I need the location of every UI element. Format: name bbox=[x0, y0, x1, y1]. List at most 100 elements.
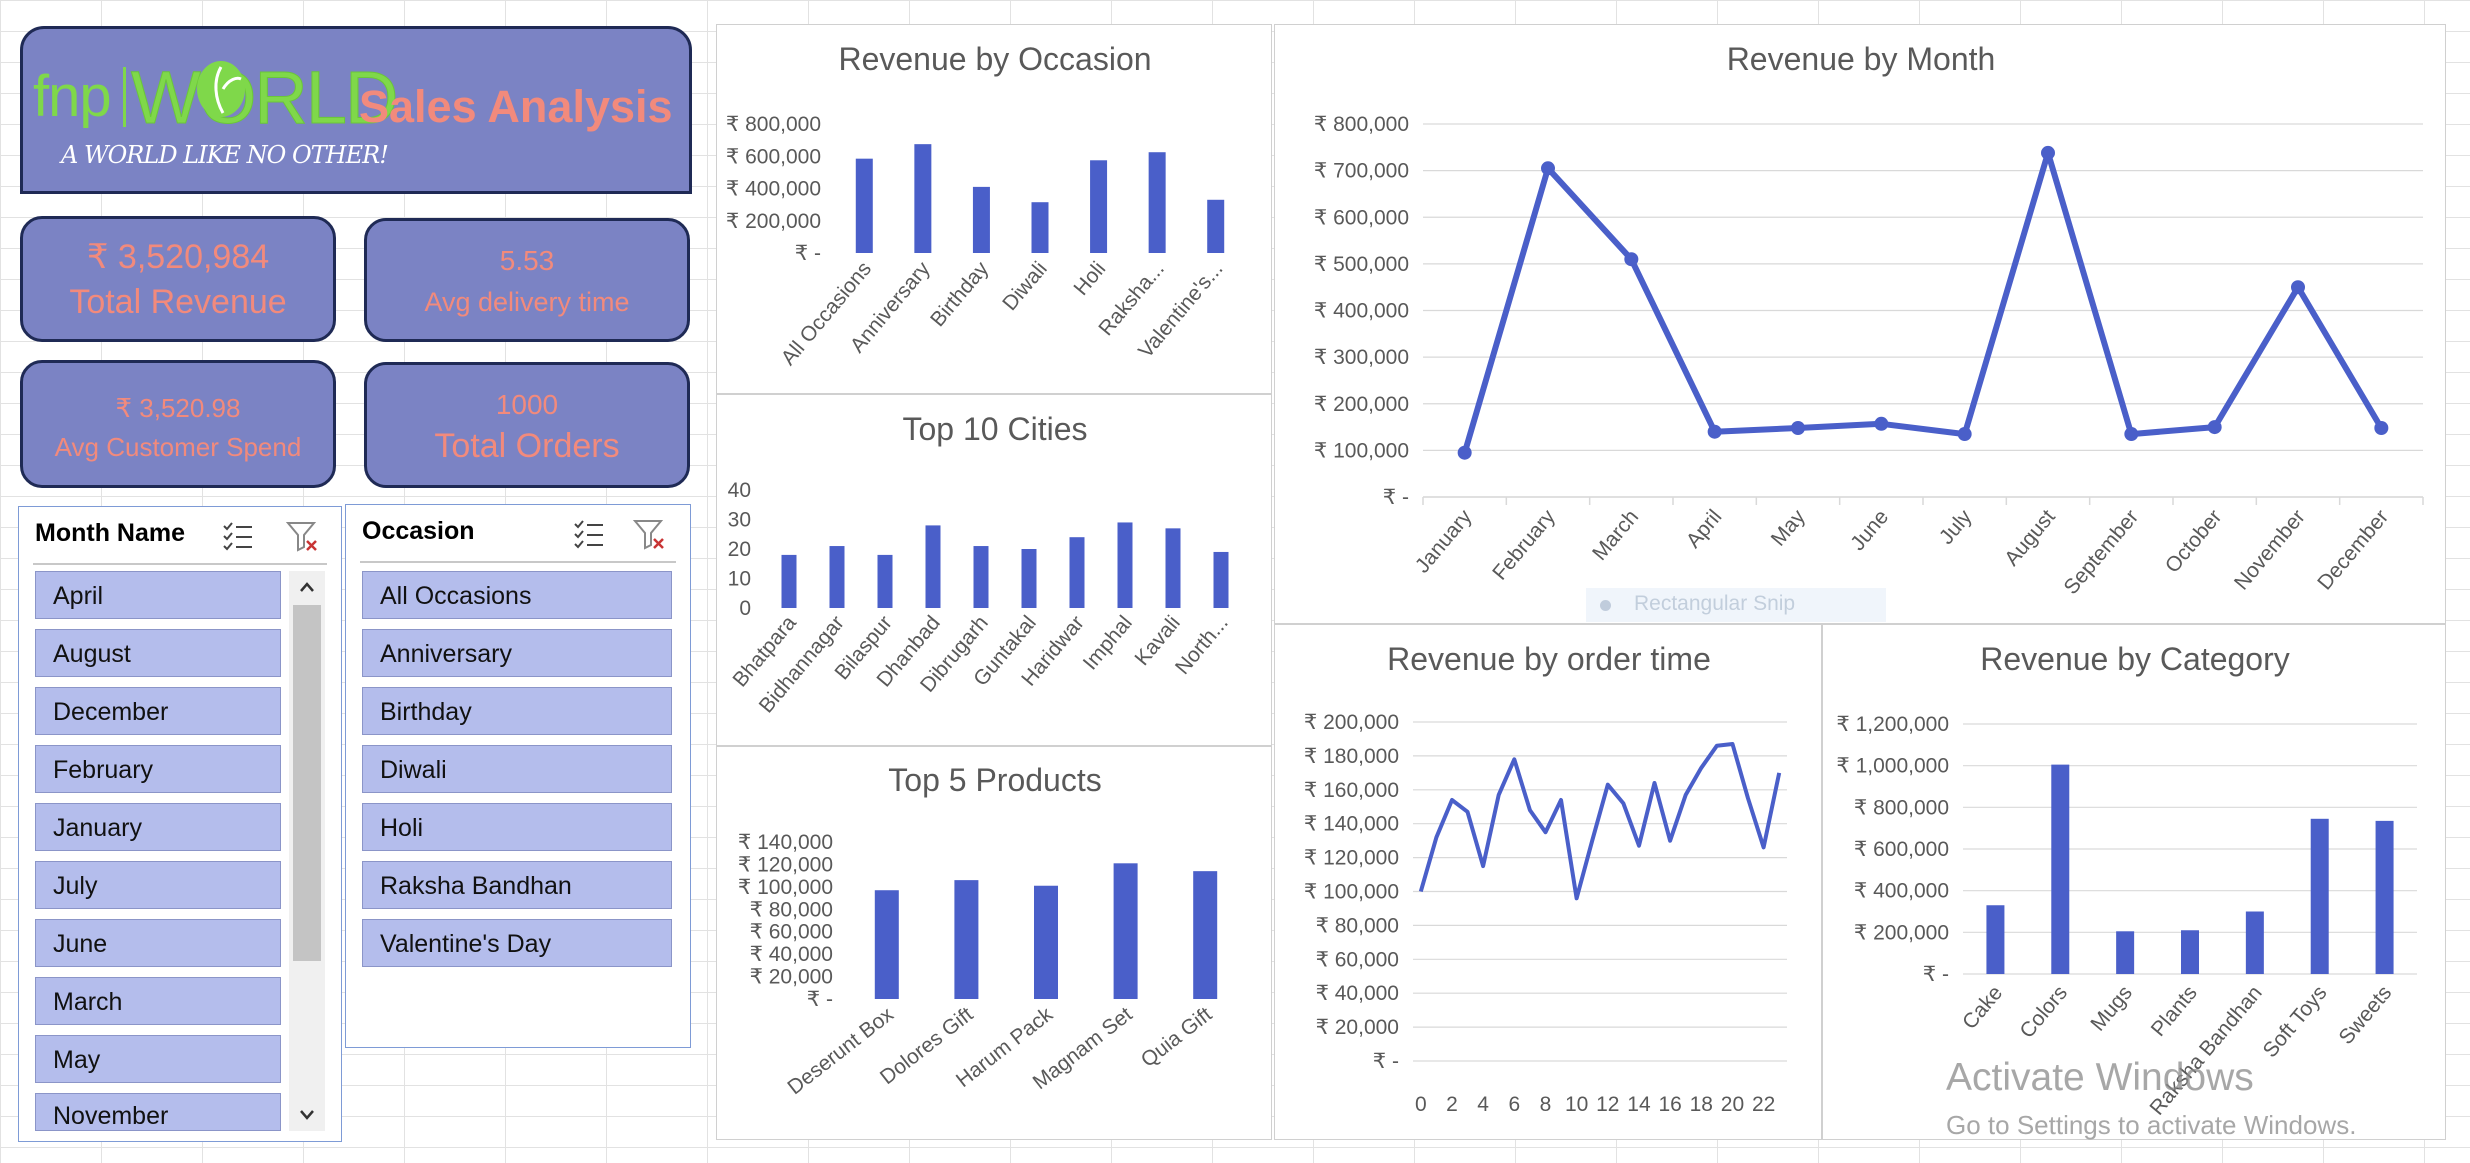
clear-filter-icon[interactable] bbox=[285, 519, 319, 553]
y-tick-label: ₹ 800,000 bbox=[726, 113, 821, 136]
y-tick-label: 40 bbox=[728, 479, 751, 502]
x-tick-label: Quia Gift bbox=[1137, 1003, 1217, 1072]
y-tick-label: ₹ - bbox=[1383, 486, 1409, 509]
slicer-item-raksha-bandhan[interactable]: Raksha Bandhan bbox=[362, 861, 672, 909]
kpi-avg-delivery-label: Avg delivery time bbox=[424, 287, 630, 317]
y-tick-label: ₹ 60,000 bbox=[1316, 948, 1399, 971]
x-tick-label: Imphal bbox=[1079, 611, 1137, 674]
x-tick-label: January bbox=[1411, 505, 1477, 577]
bar bbox=[781, 554, 797, 608]
chart-revenue-by-month[interactable]: Revenue by Month ₹ - ₹ 100,000 ₹ 200,000 ₹ 3… bbox=[1274, 24, 2446, 624]
chart-title: Revenue by Category bbox=[1980, 641, 2290, 677]
x-tick-label: Cake bbox=[1958, 981, 2007, 1033]
bar bbox=[2181, 930, 2199, 974]
slicer-item-march[interactable]: March bbox=[35, 977, 281, 1025]
bar bbox=[1034, 885, 1058, 999]
x-tick-label: February bbox=[1488, 505, 1560, 585]
chart-title: Top 10 Cities bbox=[903, 411, 1088, 447]
data-point bbox=[1874, 416, 1889, 431]
x-tick-label: April bbox=[1682, 505, 1727, 552]
bar bbox=[2375, 820, 2394, 974]
series-line bbox=[1418, 742, 1782, 901]
month-slicer-title: Month Name bbox=[35, 519, 185, 547]
data-point bbox=[2291, 280, 2305, 295]
y-tick-label: ₹ 200,000 bbox=[726, 210, 821, 233]
y-tick-label: ₹ 80,000 bbox=[750, 898, 833, 921]
month-slicer-scrollbar[interactable] bbox=[289, 571, 325, 1131]
y-tick-label: ₹ - bbox=[1373, 1050, 1399, 1073]
y-tick-label: ₹ 400,000 bbox=[726, 178, 821, 201]
y-tick-label: ₹ 160,000 bbox=[1304, 779, 1399, 802]
slicer-item-april[interactable]: April bbox=[35, 571, 281, 619]
kpi-avg-spend-value: ₹ 3,520.98 bbox=[115, 393, 241, 423]
multi-select-icon[interactable] bbox=[221, 519, 255, 553]
scroll-down-icon[interactable] bbox=[289, 1099, 325, 1131]
chart-revenue-by-category[interactable]: Revenue by Category ₹ - ₹ 200,000 ₹ 400,000… bbox=[1822, 624, 2446, 1140]
chart-title: Top 5 Products bbox=[888, 762, 1101, 798]
x-tick-label: Plants bbox=[2147, 981, 2202, 1041]
logo-fnp: fnp bbox=[33, 64, 112, 129]
y-tick-label: ₹ 120,000 bbox=[738, 853, 833, 876]
x-tick-label: Mugs bbox=[2086, 981, 2137, 1035]
slicer-item-all-occasions[interactable]: All Occasions bbox=[362, 571, 672, 619]
chart-revenue-by-order-time[interactable]: Revenue by order time ₹ - ₹ 20,000 ₹ 40,000… bbox=[1274, 624, 1822, 1140]
y-tick-label: ₹ 100,000 bbox=[1304, 881, 1399, 904]
slicer-item-february[interactable]: February bbox=[35, 745, 281, 793]
month-slicer-divider bbox=[33, 563, 327, 565]
y-tick-label: ₹ - bbox=[1923, 963, 1949, 986]
bar bbox=[874, 890, 899, 999]
chart-top-10-cities[interactable]: Top 10 Cities 0 10 20 30 40 Bhatpara Bidhannaga… bbox=[716, 394, 1272, 746]
bar bbox=[1148, 152, 1166, 253]
slicer-item-holi[interactable]: Holi bbox=[362, 803, 672, 851]
x-tick-label: Birthday bbox=[926, 257, 993, 331]
y-tick-label: 10 bbox=[728, 568, 751, 591]
bar bbox=[1069, 537, 1085, 608]
occasion-slicer-title: Occasion bbox=[362, 517, 475, 545]
slicer-item-july[interactable]: July bbox=[35, 861, 281, 909]
scroll-up-icon[interactable] bbox=[289, 571, 325, 603]
scrollbar-thumb[interactable] bbox=[293, 605, 321, 961]
data-point bbox=[2207, 420, 2222, 435]
x-tick-label: 14 bbox=[1627, 1093, 1651, 1116]
data-point bbox=[1957, 427, 1972, 442]
y-tick-label: ₹ 400,000 bbox=[1314, 300, 1409, 323]
slicer-item-november[interactable]: November bbox=[35, 1093, 281, 1131]
x-tick-label: 18 bbox=[1690, 1093, 1713, 1116]
chart-revenue-by-occasion[interactable]: Revenue by Occasion ₹ - ₹ 200,000 ₹ 400,000… bbox=[716, 24, 1272, 394]
occasion-slicer[interactable]: Occasion All Occasions Anniversary Birth… bbox=[345, 504, 691, 1048]
bar bbox=[914, 144, 932, 253]
x-tick-label: September bbox=[2060, 505, 2144, 598]
slicer-item-anniversary[interactable]: Anniversary bbox=[362, 629, 672, 677]
data-point bbox=[1624, 252, 1639, 267]
y-tick-label: ₹ - bbox=[807, 988, 833, 1011]
multi-select-icon[interactable] bbox=[572, 517, 606, 551]
slicer-item-january[interactable]: January bbox=[35, 803, 281, 851]
y-tick-label: ₹ 600,000 bbox=[1854, 838, 1949, 861]
y-tick-label: ₹ 60,000 bbox=[750, 921, 833, 944]
bar bbox=[2116, 931, 2135, 974]
slicer-item-diwali[interactable]: Diwali bbox=[362, 745, 672, 793]
slicer-item-may[interactable]: May bbox=[35, 1035, 281, 1083]
slicer-item-december[interactable]: December bbox=[35, 687, 281, 735]
x-tick-label: August bbox=[2000, 505, 2060, 570]
kpi-avg-spend-label: Avg Customer Spend bbox=[54, 432, 302, 462]
month-slicer[interactable]: Month Name April August December Februar… bbox=[18, 506, 342, 1142]
y-tick-label: ₹ 300,000 bbox=[1314, 346, 1409, 369]
chart-revenue-by-order-time-svg: Revenue by order time ₹ - ₹ 20,000 ₹ 40,000… bbox=[1304, 641, 1787, 1116]
bar bbox=[2310, 818, 2329, 974]
snip-dot-icon bbox=[1600, 600, 1611, 611]
bar bbox=[1021, 549, 1037, 608]
clear-filter-icon[interactable] bbox=[632, 517, 666, 551]
slicer-item-august[interactable]: August bbox=[35, 629, 281, 677]
slicer-item-valentines-day[interactable]: Valentine's Day bbox=[362, 919, 672, 967]
bar bbox=[1117, 522, 1133, 608]
chart-top-5-products[interactable]: Top 5 Products ₹ - ₹ 20,000 ₹ 40,000 ₹ 60,00… bbox=[716, 746, 1272, 1140]
slicer-item-birthday[interactable]: Birthday bbox=[362, 687, 672, 735]
slicer-item-june[interactable]: June bbox=[35, 919, 281, 967]
bar bbox=[1986, 905, 2005, 974]
x-tick-label: 2 bbox=[1446, 1093, 1458, 1116]
data-point bbox=[2374, 420, 2389, 435]
chart-top-5-products-svg: Top 5 Products ₹ -₹ 20,000₹ 40,000₹ 60,00… bbox=[738, 762, 1218, 1099]
data-point bbox=[2041, 145, 2055, 160]
x-tick-label: 16 bbox=[1658, 1093, 1681, 1116]
